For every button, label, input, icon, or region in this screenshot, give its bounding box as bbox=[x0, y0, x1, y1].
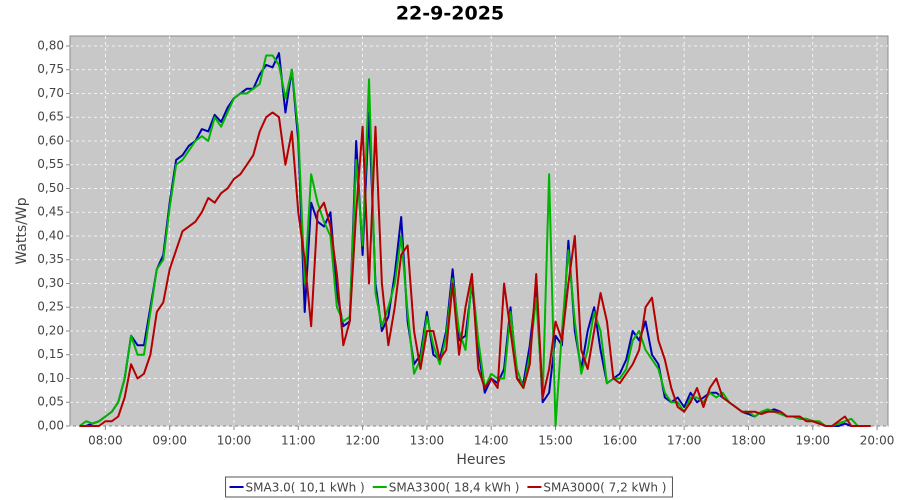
x-tick-label: 10:00 bbox=[217, 434, 252, 448]
x-axis-label: Heures bbox=[456, 452, 505, 468]
y-tick-label: 0,20 bbox=[37, 323, 64, 337]
y-tick-label: 0,50 bbox=[37, 181, 64, 195]
y-tick-label: 0,55 bbox=[37, 157, 64, 171]
x-tick-label: 13:00 bbox=[410, 434, 445, 448]
legend-label: SMA3.0( 10,1 kWh ) bbox=[246, 481, 365, 495]
legend-label: SMA3300( 18,4 kWh ) bbox=[389, 481, 520, 495]
x-tick-label: 20:00 bbox=[860, 434, 895, 448]
plot-area bbox=[69, 35, 889, 427]
y-tick-label: 0,05 bbox=[37, 395, 64, 409]
x-tick-label: 14:00 bbox=[474, 434, 509, 448]
y-tick-label: 0,80 bbox=[37, 38, 64, 52]
x-tick-label: 12:00 bbox=[345, 434, 380, 448]
y-tick-label: 0,00 bbox=[37, 419, 64, 433]
legend-label: SMA3000( 7,2 kWh ) bbox=[543, 481, 666, 495]
y-tick-label: 0,60 bbox=[37, 133, 64, 147]
x-tick-label: 11:00 bbox=[281, 434, 316, 448]
legend: SMA3.0( 10,1 kWh ) SMA3300( 18,4 kWh ) SMA… bbox=[225, 476, 673, 498]
y-tick-label: 0,70 bbox=[37, 86, 64, 100]
y-tick-label: 0,30 bbox=[37, 276, 64, 290]
y-tick-label: 0,65 bbox=[37, 110, 64, 124]
x-tick-label: 17:00 bbox=[667, 434, 702, 448]
y-tick-label: 0,25 bbox=[37, 300, 64, 314]
y-axis-label: Watts/Wp bbox=[14, 197, 30, 264]
y-tick-label: 0,35 bbox=[37, 252, 64, 266]
y-tick-label: 0,15 bbox=[37, 347, 64, 361]
y-tick-label: 0,75 bbox=[37, 62, 64, 76]
y-tick-label: 0,45 bbox=[37, 205, 64, 219]
y-tick-label: 0,40 bbox=[37, 228, 64, 242]
x-tick-label: 15:00 bbox=[538, 434, 573, 448]
series-line bbox=[79, 111, 871, 427]
x-tick-label: 19:00 bbox=[795, 434, 830, 448]
x-tick-label: 09:00 bbox=[152, 434, 187, 448]
y-tick-label: 0,10 bbox=[37, 371, 64, 385]
x-tick-label: 08:00 bbox=[88, 434, 123, 448]
x-tick-label: 18:00 bbox=[731, 434, 766, 448]
legend-box bbox=[225, 476, 673, 498]
chart-title: 22-9-2025 bbox=[396, 3, 504, 25]
x-tick-label: 16:00 bbox=[603, 434, 638, 448]
